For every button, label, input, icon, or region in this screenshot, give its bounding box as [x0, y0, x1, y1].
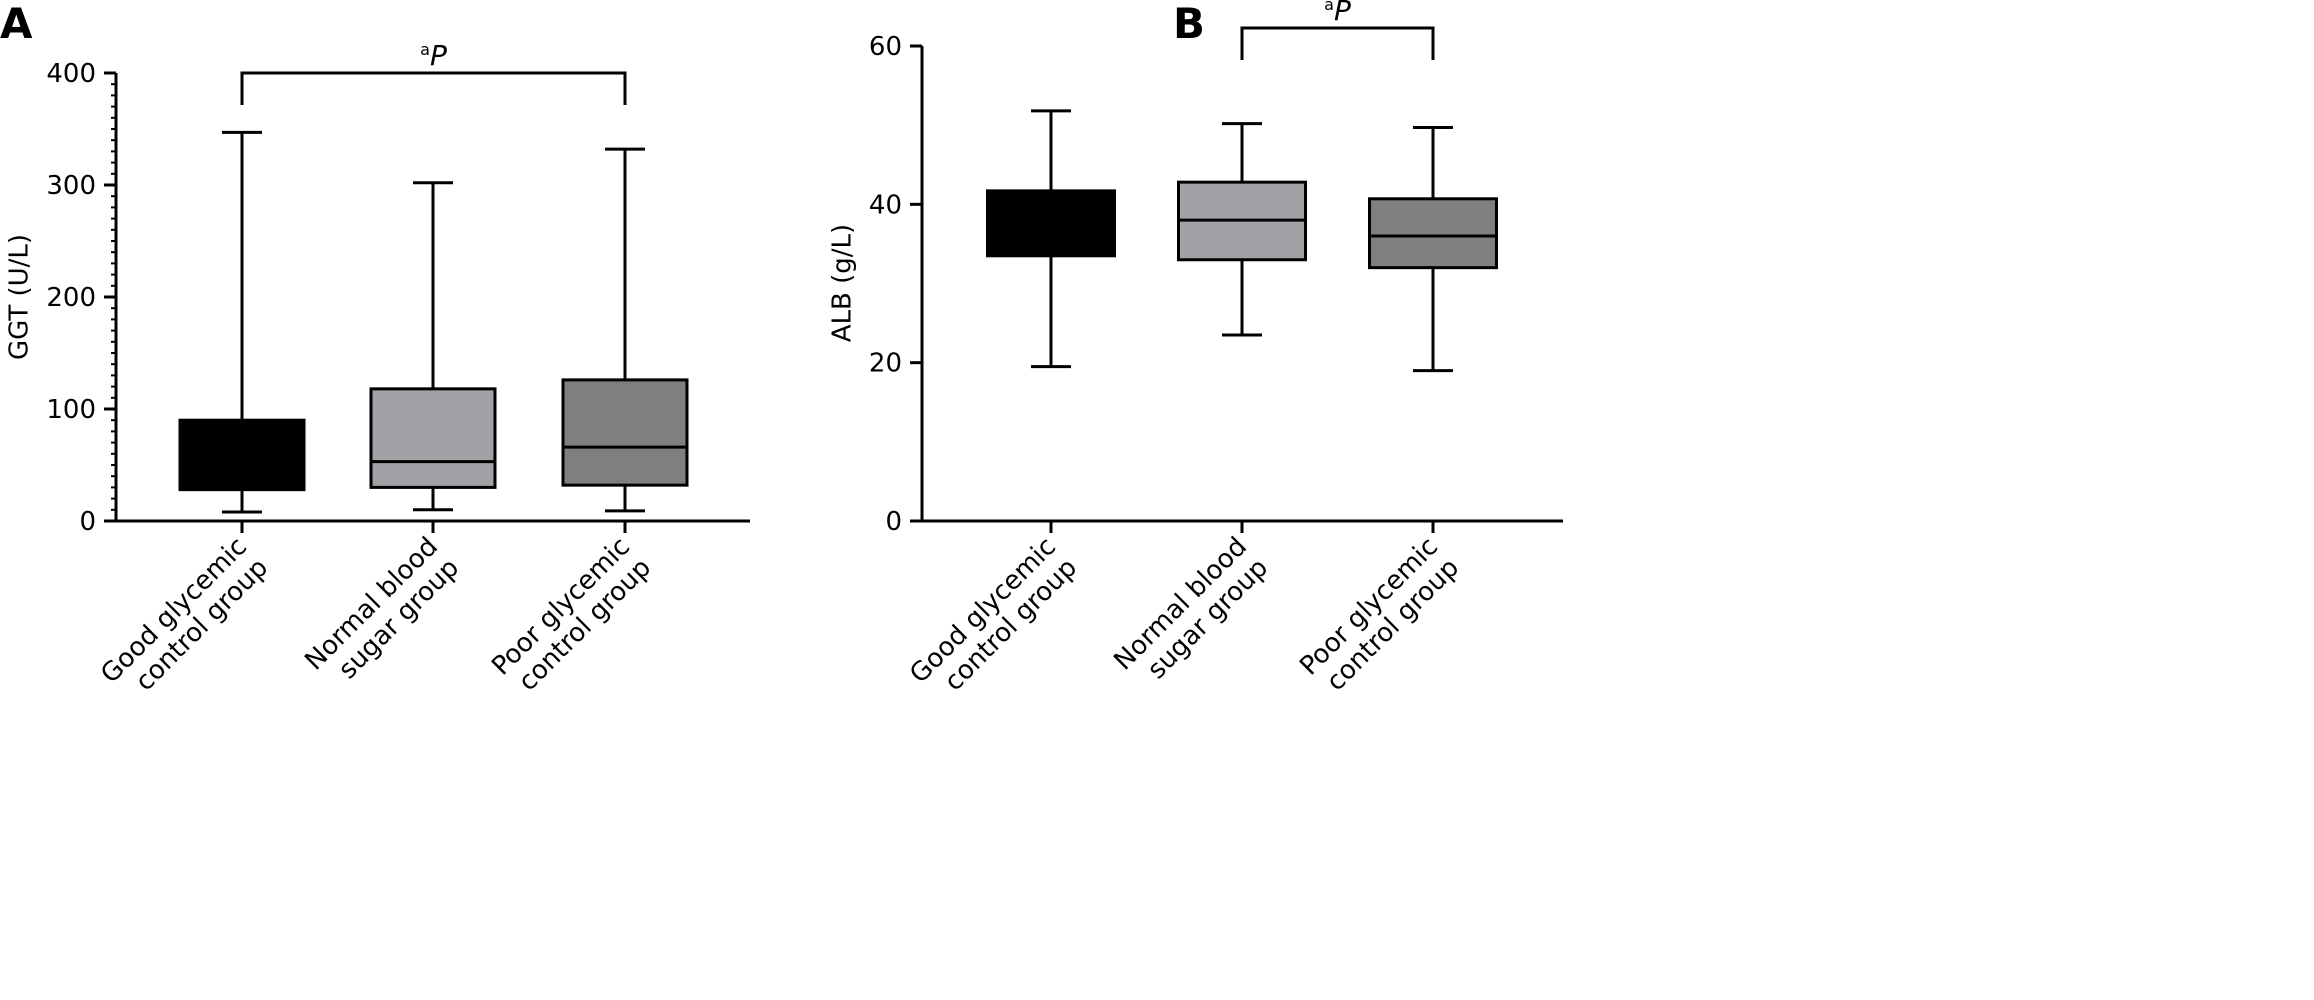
panel-b-y-tick-label: 20 [869, 349, 902, 379]
panel-a-significance-bracket [240, 71, 627, 105]
panel-a-chart: 0 100 200 300 400 GGT (U/L) Good glycemiccontr… [5, 39, 750, 711]
panel-a-y-tick-label: 200 [46, 283, 96, 313]
panel-a-box [561, 378, 689, 487]
panel-b-category-label: Good glycemiccontrol group [904, 532, 1083, 711]
panel-a-letter: A [0, 0, 33, 48]
panel-b-y-tick-label: 40 [869, 190, 902, 220]
panel-b-y-tick-label: 0 [885, 507, 902, 537]
panel-b-y-tick-label: 60 [869, 32, 902, 62]
panel-a-y-tick-label: 100 [46, 395, 96, 425]
panel-a-significance-p: P [430, 39, 447, 72]
panel-a-y-tick-label: 300 [46, 171, 96, 201]
panel-b-significance-label: aP [1324, 0, 1351, 27]
panel-a-category-label: Normal bloodsugar group [299, 532, 465, 698]
panel-b-significance-superscript: a [1324, 0, 1334, 14]
panel-b-significance-bracket [1240, 26, 1435, 60]
panel-b-category-label: Normal bloodsugar group [1108, 532, 1274, 698]
panel-a-box [178, 418, 306, 492]
panel-a-y-tick-label: 400 [46, 59, 96, 89]
panel-b-significance-p: P [1334, 0, 1351, 27]
panel-a-category-label: Good glycemiccontrol group [95, 532, 274, 711]
panel-b-letter: B [1173, 0, 1205, 48]
panel-a-y-tick-label: 0 [79, 507, 96, 537]
panel-b-y-axis-label: ALB (g/L) [828, 224, 858, 342]
panel-a-significance-superscript: a [420, 40, 430, 59]
panel-a-significance-label: aP [420, 39, 447, 72]
panel-b-chart: 0 20 40 60 ALB (g/L) Good glycemiccontrol gro… [828, 0, 1563, 711]
panel-b-category-label: Poor glycemiccontrol group [1294, 532, 1465, 703]
panel-a-y-axis-label: GGT (U/L) [5, 234, 35, 360]
panel-b-box [1368, 197, 1498, 270]
panel-a-box [369, 387, 497, 489]
panel-a-category-label: Poor glycemiccontrol group [486, 532, 657, 703]
